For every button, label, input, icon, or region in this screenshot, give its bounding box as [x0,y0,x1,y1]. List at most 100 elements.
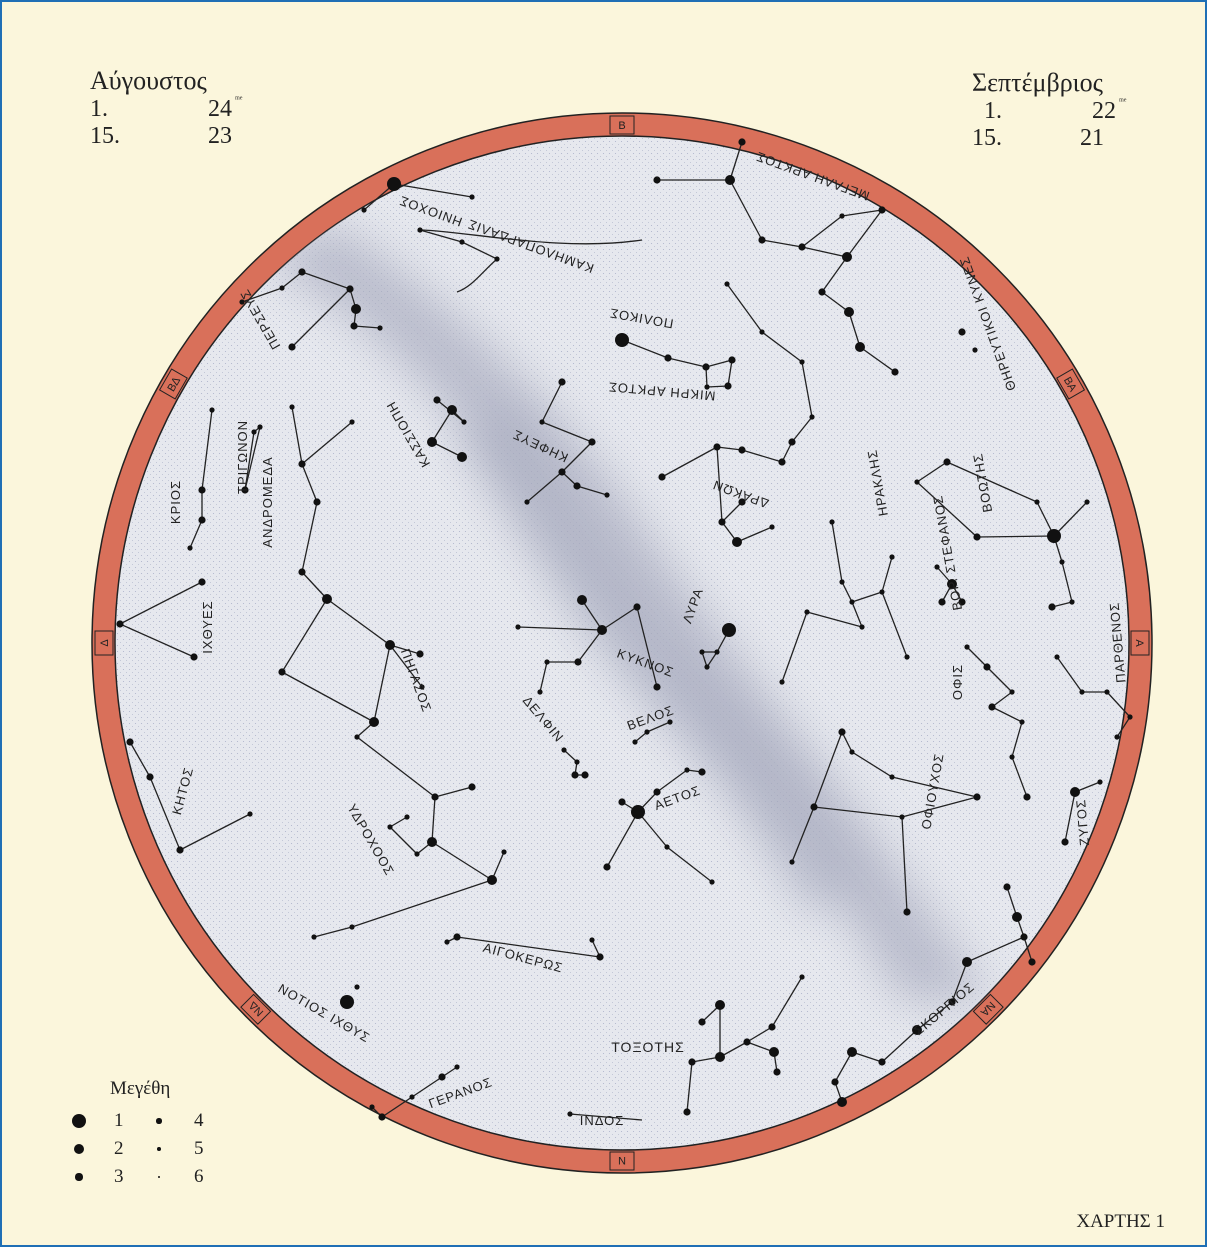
hour-suffix: ᵐᵉ [235,94,243,105]
star-mark [1003,883,1011,891]
constellation-line [373,644,391,723]
constellation-line [806,611,863,628]
constellation-line [726,283,763,333]
star-mark [453,933,461,941]
star-mark [1084,499,1090,505]
constellation-line [421,229,643,1121]
constellation-line [706,651,718,668]
hour: 22 ᵐᵉ [1092,96,1127,124]
constellation-line [859,346,896,373]
star-mark [715,1000,725,1010]
month-table-august: Αύγουστος 1. 24 ᵐᵉ 15. 23 [90,66,242,150]
constellation-line [791,416,813,443]
star-mark [126,738,134,746]
constellation-line [281,671,375,723]
star-mark [732,537,742,547]
constellation-line [716,446,743,451]
legend-item: 1 [64,1108,144,1134]
constellation-line [821,291,850,313]
star-mark [378,1113,386,1121]
star-mark [632,739,638,745]
star-mark [859,624,865,630]
star-mark [1061,838,1069,846]
star-mark [789,859,795,865]
star-mark [176,846,184,854]
constellation-line [301,421,353,465]
star-mark [447,405,457,415]
star-mark [1127,714,1133,720]
constellation-label-virgo: ΠΑΡΘΕΝΟΣ [1107,601,1129,683]
constellation-line [986,666,1013,693]
star-mark [849,749,855,755]
constellation-line [881,556,893,593]
star-mark [724,382,732,390]
legend-title: Μεγέθη [110,1078,171,1099]
star-mark [1097,779,1103,785]
constellation-line [526,471,563,503]
constellation-line [326,598,391,646]
map-number-label: ΧΑΡΤΗΣ 1 [1076,1211,1165,1232]
hour: 21 [1080,125,1104,151]
legend-item: 3 [64,1164,144,1190]
star-mark [1012,912,1022,922]
magnitude-dot-icon [75,1173,83,1181]
constellation-line [848,311,861,348]
star-mark [589,937,595,943]
direction-label: Δ [99,639,111,647]
magnitude-dot-icon [156,1118,162,1124]
constellation-line [541,421,593,443]
constellation-line [834,1051,853,1083]
star-mark [1009,754,1015,760]
constellation-line [729,141,743,181]
star-mark [454,1064,460,1070]
constellation-line [661,446,718,478]
star-mark [804,609,810,615]
constellation-line [761,331,803,363]
constellation-line [791,806,815,863]
star-mark [899,814,905,820]
constellation-line [851,601,863,628]
month-row: 1. 22 ᵐᵉ [984,96,1127,125]
star-mark [198,486,206,494]
constellation-line [821,256,848,293]
star-mark [653,788,661,796]
constellation-line [389,816,408,828]
month-table-september: Σεπτέμβριος 1. 22 ᵐᵉ 15. 21 [972,68,1127,152]
star-mark [849,599,855,605]
constellation-line [851,1051,883,1063]
constellation-line [1006,886,1018,918]
star-mark [116,620,124,628]
legend-item: 4 [144,1108,224,1134]
constellation-line [606,811,639,868]
constellation-line [281,271,303,289]
constellation-line [719,1041,748,1058]
constellation-line [741,449,783,463]
constellation-line [736,526,773,543]
constellation-line [431,841,493,881]
star-mark [1054,654,1060,660]
constellation-line [891,776,978,798]
star-mark [416,650,424,658]
constellation-line [716,446,723,523]
star-mark [724,281,730,287]
month-row: 15. 21 [972,125,1116,152]
star-mark [798,243,806,251]
star-mark [948,998,956,1006]
star-mark [433,396,441,404]
star-mark [544,659,550,665]
star-mark [288,343,296,351]
constellation-line [851,751,893,778]
constellation-label-indus: ΙΝΔΟΣ [580,1113,625,1128]
constellation-line [129,741,151,778]
star-mark [810,803,818,811]
legend-item: 2 [64,1136,144,1162]
constellation-line [729,179,763,241]
constellation-line [241,287,283,303]
star-mark [844,307,854,317]
star-mark [241,486,249,494]
constellation-line [841,581,853,603]
star-mark [914,479,920,485]
constellation-line [1056,656,1083,693]
star-mark [354,734,360,740]
star-mark [702,363,710,371]
